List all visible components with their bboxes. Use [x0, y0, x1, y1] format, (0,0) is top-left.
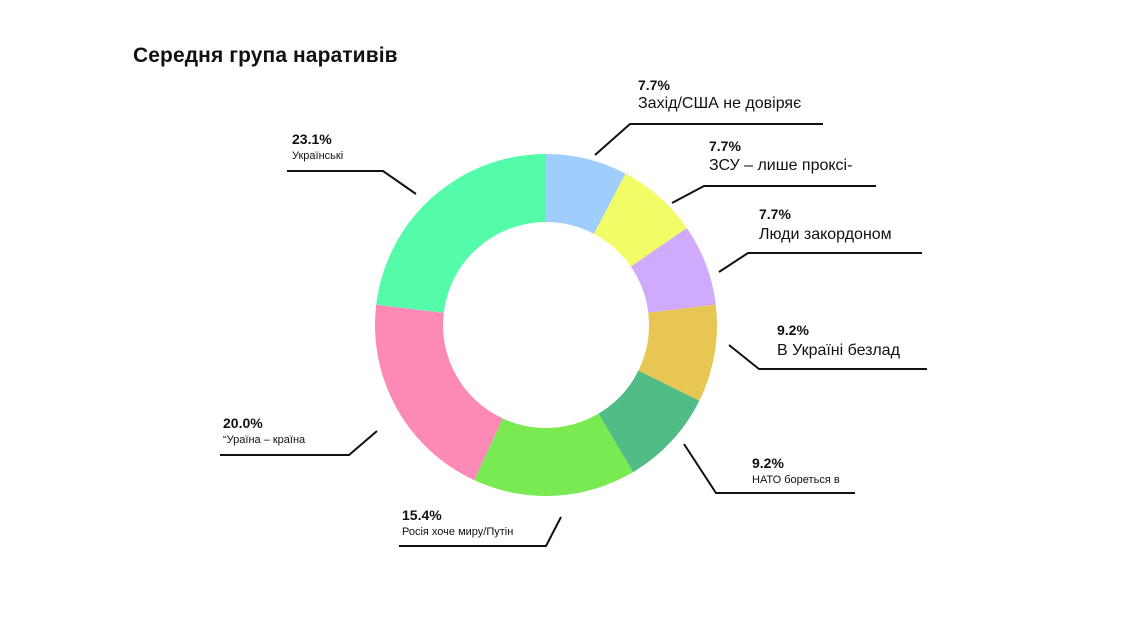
- slice-value-label: 7.7%: [759, 206, 791, 222]
- donut-slice: [474, 413, 634, 496]
- donut-slice: [375, 304, 503, 481]
- leader-line: [671, 185, 876, 204]
- donut-slice: [598, 370, 700, 473]
- slice-category-label: “Ураїна – країна: [223, 434, 306, 446]
- slice-category-label: В Україні безлад: [777, 342, 901, 359]
- slice-category-label: Люди закордоном: [759, 226, 892, 243]
- slice-category-label: Українські: [292, 150, 343, 162]
- slice-value-label: 7.7%: [709, 138, 741, 154]
- donut-slice: [376, 154, 546, 313]
- donut-slice: [630, 227, 716, 313]
- leader-line: [399, 516, 562, 547]
- slice-category-label: Захід/США не довіряє: [638, 95, 801, 112]
- donut-slice: [638, 304, 717, 401]
- slice-category-label: Росія хоче миру/Путін: [402, 526, 513, 538]
- slice-category-label: НАТО бореться в: [752, 474, 840, 486]
- chart-title: Середня група наративів: [133, 44, 398, 67]
- leader-line: [220, 430, 378, 456]
- leader-line: [287, 170, 417, 195]
- slice-category-label: ЗСУ – лише проксі-: [709, 157, 852, 174]
- slice-value-label: 7.7%: [638, 77, 670, 93]
- slice-value-label: 20.0%: [223, 415, 263, 431]
- leader-line: [594, 123, 823, 156]
- slice-value-label: 9.2%: [777, 322, 809, 338]
- donut-slice: [546, 154, 626, 234]
- slice-value-label: 9.2%: [752, 455, 784, 471]
- slice-value-label: 15.4%: [402, 507, 442, 523]
- slice-value-label: 23.1%: [292, 131, 332, 147]
- leader-line: [728, 344, 927, 370]
- leader-line: [718, 252, 922, 273]
- leader-line: [683, 443, 855, 494]
- donut-slice: [593, 173, 687, 267]
